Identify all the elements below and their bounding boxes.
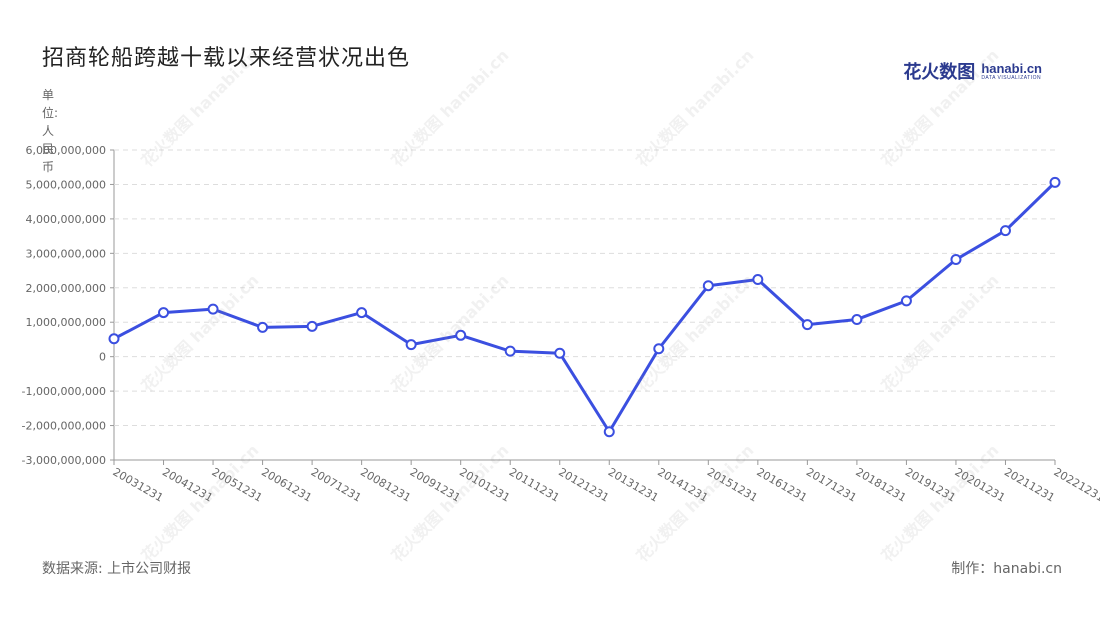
data-point [851,313,863,325]
x-tick-label: 20201231 [952,465,1007,504]
y-tick-label: 1,000,000,000 [26,316,106,329]
x-tick-label: 20081231 [358,465,413,504]
x-tick-label: 20171231 [804,465,859,504]
y-tick-label: 3,000,000,000 [26,247,106,260]
data-point [405,339,417,351]
y-tick-label: -2,000,000,000 [22,420,106,433]
data-point [306,320,318,332]
data-point [653,343,665,355]
y-tick-label: -1,000,000,000 [22,385,106,398]
x-tick-label: 20101231 [457,465,512,504]
x-tick-label: 20111231 [507,465,562,504]
x-tick-label: 20221231 [1052,465,1100,504]
x-tick-label: 20181231 [853,465,908,504]
brand-logo: 花火数图 hanabi.cn DATA VISUALIZATION [903,58,1042,84]
y-tick-label: 6,000,000,000 [26,144,106,157]
data-point [158,307,170,319]
data-point [356,307,368,319]
x-tick-label: 20151231 [705,465,760,504]
data-point [702,280,714,292]
x-tick-label: 20041231 [160,465,215,504]
x-tick-label: 20061231 [259,465,314,504]
x-tick-label: 20121231 [556,465,611,504]
y-tick-label: 4,000,000,000 [26,213,106,226]
unit-label: 单位:人民币 [42,88,59,174]
x-tick-label: 20071231 [309,465,364,504]
brand-logo-en: hanabi.cn [981,60,1042,76]
x-tick-label: 20191231 [903,465,958,504]
data-point [1049,176,1061,188]
x-tick-label: 20131231 [606,465,661,504]
data-point [108,333,120,345]
data-point [900,295,912,307]
y-tick-label: 5,000,000,000 [26,178,106,191]
data-point [257,321,269,333]
y-tick-label: 0 [99,351,106,364]
data-point [504,345,516,357]
data-point [554,347,566,359]
data-point [207,303,219,315]
y-tick-label: 2,000,000,000 [26,282,106,295]
data-point [603,426,615,438]
data-source: 数据来源: 上市公司财报 [42,561,192,577]
y-tick-label: -3,000,000,000 [22,454,106,467]
x-tick-label: 20211231 [1002,465,1057,504]
x-tick-label: 20031231 [111,465,166,504]
data-point [752,274,764,286]
x-tick-label: 20161231 [754,465,809,504]
x-tick-label: 20091231 [408,465,463,504]
series-line [113,181,1057,434]
credit-label: 制作：hanabi.cn [951,561,1062,577]
brand-logo-cn: 花火数图 [903,62,976,83]
x-tick-label: 20051231 [210,465,265,504]
chart-title: 招商轮船跨越十载以来经营状况出色 [42,46,411,71]
data-point [455,329,467,341]
brand-logo-sub: DATA VISUALIZATION [981,74,1042,81]
data-point [950,254,962,266]
brand-logo-en-block: hanabi.cn DATA VISUALIZATION [981,62,1042,81]
data-point [999,225,1011,237]
data-point [801,319,813,331]
x-tick-label: 20141231 [655,465,710,504]
